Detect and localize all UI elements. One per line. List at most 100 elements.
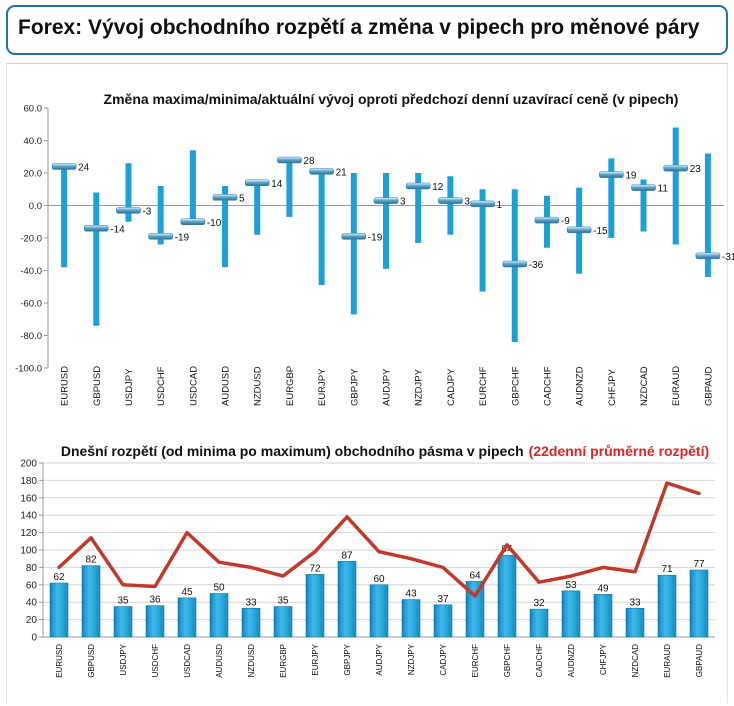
- chart2-y-tick-label: 0: [31, 633, 37, 644]
- close-value-label: 3: [464, 197, 470, 208]
- range-bar: [157, 186, 164, 245]
- charts-panel: [6, 63, 728, 703]
- range-bar: [189, 150, 196, 222]
- range-bar: [222, 186, 229, 268]
- bar-value-label: 71: [661, 564, 673, 575]
- chart1-title: Změna maxima/minima/aktuální vývoj oprot…: [104, 91, 679, 107]
- bar-value-label: 35: [117, 596, 129, 607]
- close-value-label: -15: [593, 226, 608, 237]
- chart1-y-tick-label: 40.0: [24, 136, 43, 147]
- chart1-x-tick-label: CADCHF: [542, 366, 553, 406]
- range-bar: [497, 554, 517, 638]
- chart2-x-tick-label: NZDCAD: [631, 644, 640, 678]
- chart1-x-tick-label: NZDJPY: [414, 368, 425, 406]
- chart1-x-tick-label: GBPJPY: [349, 368, 360, 406]
- chart2-x-tick-label: GBPAUD: [695, 644, 704, 677]
- chart2-y-tick-label: 20: [26, 615, 38, 626]
- bar-value-label: 33: [245, 597, 257, 608]
- close-marker: [212, 194, 238, 201]
- chart2-x-tick-label: GBPUSD: [87, 644, 96, 678]
- chart1-x-tick-label: GBPCHF: [510, 366, 521, 406]
- range-bar: [561, 590, 581, 638]
- close-value-label: -14: [110, 224, 125, 235]
- close-value-label: -10: [207, 218, 222, 229]
- bar-value-label: 43: [405, 589, 417, 600]
- range-bar: [318, 169, 325, 286]
- close-value-label: 1: [497, 200, 503, 211]
- page-header: Forex: Vývoj obchodního rozpětí a změna …: [6, 5, 728, 55]
- chart2-x-tick-label: AUDUSD: [215, 644, 224, 678]
- chart1-x-tick-label: NZDCAD: [639, 366, 650, 406]
- bar-value-label: 87: [341, 550, 353, 561]
- range-bar: [177, 597, 197, 638]
- close-marker: [341, 233, 367, 240]
- bar-value-label: 62: [53, 572, 65, 583]
- close-marker: [277, 156, 302, 164]
- close-value-label: 19: [625, 171, 637, 182]
- chart2-x-tick-label: NZDUSD: [247, 644, 256, 678]
- range-bar: [608, 158, 615, 238]
- chart1-x-tick-label: EURGBP: [285, 366, 296, 406]
- chart2-title-main: Dnešní rozpětí (od minima po maximum) ob…: [61, 443, 524, 459]
- chart2-y-tick-label: 160: [20, 493, 37, 504]
- close-marker: [405, 182, 431, 190]
- chart2-x-tick-label: EURCHF: [471, 644, 480, 677]
- bar-value-label: 35: [277, 596, 289, 607]
- bar-value-label: 94: [501, 544, 513, 555]
- chart2-y-tick-label: 180: [20, 476, 37, 487]
- range-bar: [337, 561, 357, 638]
- chart2-x-tick-label: EURGBP: [279, 644, 288, 678]
- chart2-title: Dnešní rozpětí (od minima po maximum) ob…: [61, 443, 709, 459]
- chart1-y-tick-label: 0.0: [29, 201, 42, 212]
- close-value-label: -3: [142, 206, 151, 217]
- chart2-x-tick-label: AUDNZD: [567, 644, 576, 678]
- range-bar: [369, 584, 389, 638]
- close-value-label: 12: [432, 182, 444, 193]
- close-value-label: 11: [658, 184, 669, 195]
- bar-value-label: 60: [373, 574, 385, 585]
- close-marker: [180, 218, 206, 226]
- chart1-x-tick-label: EURAUD: [671, 366, 682, 406]
- close-marker: [51, 163, 77, 170]
- range-bar: [49, 582, 69, 638]
- range-bar: [305, 574, 325, 638]
- chart2-title-highlight: (22denní průměrné rozpětí): [529, 443, 709, 459]
- page-title: Forex: Vývoj obchodního rozpětí a změna …: [18, 16, 700, 39]
- bar-value-label: 37: [437, 594, 449, 605]
- range-bar: [113, 606, 133, 638]
- close-marker: [148, 233, 173, 240]
- range-bar: [640, 179, 647, 232]
- chart2-y-tick-label: 100: [20, 546, 37, 557]
- range-bar: [465, 581, 485, 638]
- chart2-x-tick-label: USDJPY: [119, 643, 128, 675]
- close-marker: [83, 224, 109, 232]
- chart1-x-tick-label: NZDUSD: [253, 366, 264, 406]
- close-marker: [470, 200, 495, 208]
- chart2-x-tick-label: NZDJPY: [407, 643, 416, 675]
- chart1-x-tick-label: CADJPY: [446, 368, 457, 406]
- range-bar: [672, 127, 679, 245]
- bar-value-label: 45: [181, 587, 193, 598]
- chart2-x-tick-label: CHFJPY: [599, 643, 608, 675]
- chart1-x-tick-label: EURJPY: [317, 368, 328, 406]
- chart1-x-tick-label: GBPAUD: [703, 366, 714, 406]
- range-bar: [447, 176, 454, 235]
- chart1-x-tick-label: AUDJPY: [382, 368, 393, 406]
- chart2-y-tick-label: 80: [26, 563, 38, 574]
- range-bar: [529, 608, 549, 638]
- chart1-x-tick-label: CHFJPY: [607, 368, 618, 406]
- range-bar: [273, 606, 293, 638]
- bar-value-label: 82: [85, 555, 97, 566]
- close-value-label: 23: [690, 164, 702, 175]
- close-value-label: 21: [336, 167, 348, 178]
- bar-value-label: 50: [213, 583, 225, 594]
- range-bar: [145, 605, 165, 638]
- range-bar: [286, 158, 293, 217]
- close-marker: [244, 179, 270, 187]
- close-marker: [695, 252, 721, 260]
- chart1-y-tick-label: -80.0: [20, 331, 42, 342]
- chart2-x-tick-label: CADCHF: [535, 644, 544, 677]
- chart1-y-tick-label: -40.0: [20, 266, 42, 277]
